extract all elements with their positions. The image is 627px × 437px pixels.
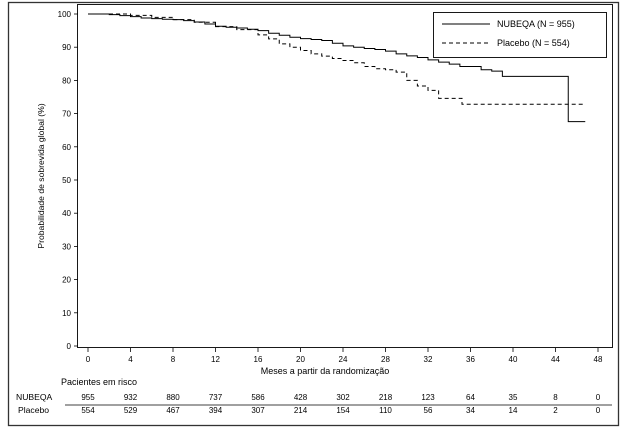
- at-risk-cell: 302: [336, 393, 350, 402]
- at-risk-cell: 56: [424, 406, 433, 415]
- legend-label-nubeqa: NUBEQA (N = 955): [497, 19, 575, 29]
- at-risk-cell: 529: [124, 406, 138, 415]
- at-risk-cell: 586: [251, 393, 265, 402]
- x-tick-label: 0: [86, 355, 91, 364]
- y-tick-label: 80: [62, 76, 71, 85]
- at-risk-cell: 0: [596, 393, 601, 402]
- x-tick-label: 20: [296, 355, 305, 364]
- x-tick-label: 4: [128, 355, 133, 364]
- plot-frame: [77, 4, 613, 348]
- at-risk-cell: 123: [421, 393, 435, 402]
- y-tick-label: 70: [62, 110, 71, 119]
- at-risk-cell: 214: [294, 406, 308, 415]
- at-risk-cell: 880: [166, 393, 180, 402]
- at-risk-cell: 307: [251, 406, 265, 415]
- series-layer: [88, 13, 586, 123]
- x-tick-label: 8: [171, 355, 176, 364]
- y-tick-label: 30: [62, 242, 71, 251]
- at-risk-cell: 955: [81, 393, 95, 402]
- at-risk-cell: 34: [466, 406, 475, 415]
- x-axis: 0 4 8 12 16 20 24 28 32 36 40 44 48: [86, 348, 603, 364]
- at-risk-cell: 0: [596, 406, 601, 415]
- at-risk-cell: 14: [509, 406, 518, 415]
- y-tick-label: 40: [62, 209, 71, 218]
- x-tick-label: 28: [381, 355, 390, 364]
- at-risk-cell: 218: [379, 393, 393, 402]
- at-risk-cell: 467: [166, 406, 180, 415]
- at-risk-title: Pacientes em risco: [61, 377, 137, 387]
- at-risk-cell: 64: [466, 393, 475, 402]
- legend: NUBEQA (N = 955) Placebo (N = 554): [433, 12, 607, 58]
- y-axis-label: Probabilidade de sobrevida global (%): [36, 103, 46, 248]
- legend-box: [433, 12, 607, 58]
- at-risk-cell: 554: [81, 406, 95, 415]
- y-tick-label: 100: [58, 10, 72, 19]
- at-risk-cell: 932: [124, 393, 138, 402]
- y-tick-label: 10: [62, 309, 71, 318]
- figure-border: [7, 1, 620, 427]
- at-risk-cell: 2: [553, 406, 558, 415]
- at-risk-row-label-nubeqa: NUBEQA: [16, 392, 53, 402]
- x-axis-label: Meses a partir da randomização: [261, 366, 390, 376]
- x-tick-label: 24: [339, 355, 348, 364]
- y-tick-label: 60: [62, 143, 71, 152]
- at-risk-cell: 154: [336, 406, 350, 415]
- at-risk-row-label-placebo: Placebo: [18, 405, 49, 415]
- x-tick-label: 48: [594, 355, 603, 364]
- x-tick-label: 12: [211, 355, 220, 364]
- x-tick-label: 32: [424, 355, 433, 364]
- x-tick-label: 44: [551, 355, 560, 364]
- series-line-nubeqa: [88, 13, 586, 123]
- at-risk-cell: 428: [294, 393, 308, 402]
- legend-label-placebo: Placebo (N = 554): [497, 38, 570, 48]
- series-line-placebo: [88, 13, 586, 105]
- at-risk-cell: 394: [209, 406, 223, 415]
- at-risk-cells: 955 932 880 737 586 428 302 218 123 64 35 8 0 554 529 4…: [81, 393, 600, 415]
- at-risk-cell: 737: [209, 393, 223, 402]
- y-tick-label: 90: [62, 43, 71, 52]
- x-tick-label: 16: [254, 355, 263, 364]
- at-risk-cell: 35: [509, 393, 518, 402]
- x-tick-label: 36: [466, 355, 475, 364]
- y-tick-label: 0: [67, 342, 72, 351]
- y-axis: 0 10 20 30 40 50 60 70 80 90 100: [58, 10, 78, 351]
- y-tick-label: 50: [62, 176, 71, 185]
- y-tick-label: 20: [62, 276, 71, 285]
- at-risk-cell: 110: [379, 406, 392, 415]
- at-risk-cell: 8: [553, 393, 558, 402]
- x-tick-label: 40: [509, 355, 518, 364]
